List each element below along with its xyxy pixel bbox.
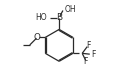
Text: F: F (92, 50, 96, 59)
Text: B: B (56, 13, 62, 22)
Text: O: O (34, 33, 41, 42)
Text: OH: OH (64, 5, 76, 14)
Text: F: F (86, 41, 90, 50)
Text: HO: HO (35, 13, 47, 22)
Text: F: F (83, 57, 88, 66)
